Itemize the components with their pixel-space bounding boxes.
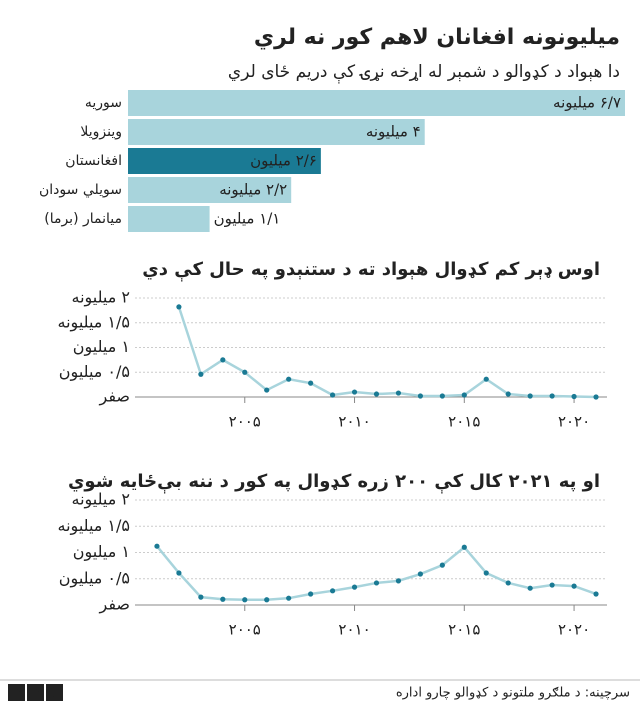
y-tick-label: ۱/۵ میلیونه bbox=[58, 516, 130, 536]
marker bbox=[505, 580, 511, 586]
category-label: سوریه bbox=[85, 95, 122, 111]
marker bbox=[593, 591, 599, 597]
chart-title: اوس ډېر کم کډوال هېواد ته د ستنېدو په حا… bbox=[142, 259, 600, 282]
marker bbox=[242, 597, 248, 603]
marker bbox=[505, 391, 511, 397]
x-tick-label: ۲۰۲۰ bbox=[558, 621, 590, 639]
bar bbox=[128, 90, 625, 116]
bar bbox=[128, 206, 210, 232]
logo-box bbox=[27, 684, 44, 701]
y-tick-label: ۰/۵ میلیون bbox=[59, 362, 130, 382]
marker bbox=[417, 571, 423, 577]
y-tick-label: صفر bbox=[98, 387, 130, 407]
marker bbox=[483, 570, 489, 576]
marker bbox=[527, 585, 533, 591]
x-tick-label: ۲۰۱۵ bbox=[448, 413, 480, 431]
marker bbox=[154, 543, 160, 549]
value-label: ۶/۷ میلیونه bbox=[553, 94, 621, 112]
marker bbox=[461, 392, 467, 398]
marker bbox=[176, 304, 182, 310]
y-tick-label: ۱ میلیون bbox=[73, 337, 130, 357]
marker bbox=[351, 584, 358, 590]
marker bbox=[286, 595, 292, 601]
x-tick-label: ۲۰۰۵ bbox=[229, 621, 261, 639]
source: سرچینه: د ملګرو ملتونو د کډوالو چارو ادا… bbox=[396, 686, 630, 701]
marker bbox=[176, 570, 182, 576]
logo-letter: C bbox=[50, 686, 60, 701]
bar bbox=[128, 148, 321, 174]
logo-box bbox=[8, 684, 25, 701]
marker bbox=[439, 393, 445, 399]
marker bbox=[264, 387, 270, 393]
marker bbox=[286, 376, 292, 382]
marker bbox=[329, 588, 336, 594]
x-tick-label: ۲۰۱۵ bbox=[448, 621, 480, 639]
marker bbox=[242, 369, 248, 375]
marker bbox=[417, 393, 423, 399]
marker bbox=[264, 597, 270, 603]
logo-letter: B bbox=[31, 686, 41, 701]
y-tick-label: صفر bbox=[98, 595, 130, 615]
marker bbox=[571, 393, 577, 400]
marker bbox=[351, 389, 358, 395]
category-label: وینزویلا bbox=[80, 124, 122, 140]
chart-subtitle: دا هېواد د کډوالو د شمېر له اړخه نړۍ کې … bbox=[228, 62, 620, 84]
category-label: سویلي سودان bbox=[39, 182, 122, 198]
chart-title: او په ۲۰۲۱ کال کې ۲۰۰ زره کډوال په کور د… bbox=[68, 471, 600, 494]
x-tick-label: ۲۰۰۵ bbox=[229, 413, 261, 431]
marker bbox=[483, 376, 489, 382]
marker bbox=[373, 580, 380, 586]
marker bbox=[527, 393, 533, 399]
marker bbox=[571, 583, 577, 589]
marker bbox=[373, 391, 380, 397]
x-tick-label: ۲۰۱۰ bbox=[338, 621, 370, 639]
category-label: میانمار (برما) bbox=[44, 211, 122, 227]
logo-box bbox=[46, 684, 63, 701]
marker bbox=[308, 591, 314, 597]
value-label: ۲/۲ میلیونه bbox=[219, 181, 287, 199]
x-tick-label: ۲۰۲۰ bbox=[558, 413, 590, 431]
x-tick-label: ۲۰۱۰ bbox=[338, 413, 370, 431]
marker bbox=[461, 544, 467, 550]
y-tick-label: ۱/۵ میلیونه bbox=[58, 312, 130, 332]
marker bbox=[198, 594, 204, 600]
marker bbox=[329, 392, 336, 398]
chart-title: میلیونونه افغانان لاهم کور نه لري bbox=[254, 25, 620, 50]
marker bbox=[395, 578, 402, 584]
value-label: ۴ میلیونه bbox=[366, 123, 421, 141]
category-label: افغانستان bbox=[65, 153, 122, 169]
y-tick-label: ۲ میلیونه bbox=[72, 288, 131, 308]
y-tick-label: ۲ میلیونه bbox=[72, 490, 131, 510]
marker bbox=[395, 390, 402, 396]
y-tick-label: ۰/۵ میلیون bbox=[59, 568, 130, 588]
marker bbox=[439, 562, 445, 568]
marker bbox=[308, 380, 314, 386]
line bbox=[177, 306, 597, 399]
marker bbox=[198, 371, 204, 377]
line bbox=[155, 545, 597, 601]
marker bbox=[220, 357, 226, 363]
y-tick-label: ۱ میلیون bbox=[73, 542, 130, 562]
value-label: ۲/۶ میلیون bbox=[250, 152, 317, 170]
marker bbox=[549, 393, 555, 399]
bar bbox=[128, 119, 425, 145]
logo-letter: B bbox=[12, 686, 22, 701]
marker bbox=[549, 582, 555, 588]
value-label: ۱/۱ میلیون bbox=[214, 210, 281, 228]
marker bbox=[593, 394, 599, 400]
bar bbox=[128, 177, 292, 203]
marker bbox=[220, 596, 226, 602]
